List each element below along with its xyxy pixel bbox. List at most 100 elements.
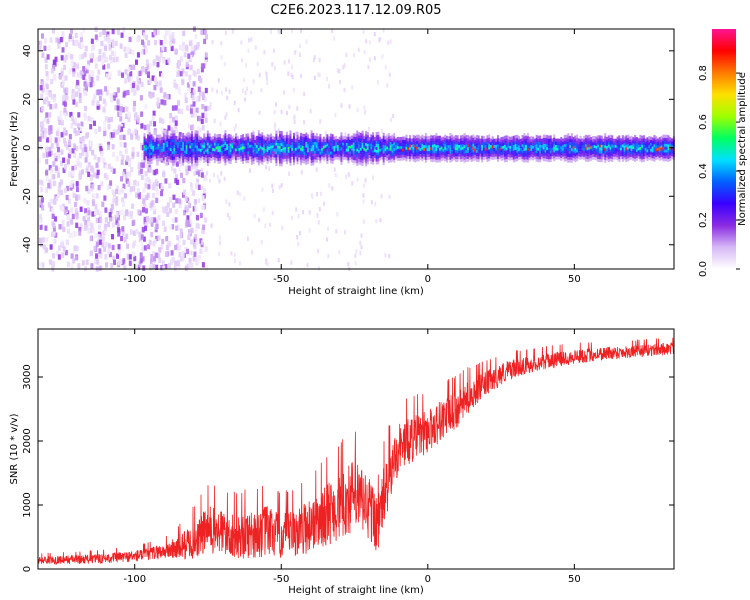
spectrogram-cell	[70, 219, 74, 225]
spectrogram-cell	[104, 101, 108, 107]
spectrogram-cell	[653, 143, 656, 148]
spectrogram-cell	[289, 159, 292, 163]
spectrogram-cell	[431, 138, 434, 142]
spectrogram-cell	[430, 135, 433, 139]
spectrogram-cell	[270, 142, 273, 146]
spectrogram-cell	[335, 150, 338, 154]
spectrogram-cell	[312, 156, 315, 160]
spectrogram-cell	[528, 148, 531, 152]
spectrogram-cell	[140, 39, 144, 45]
spectrogram-cell	[153, 77, 157, 83]
spectrogram-cell	[75, 211, 79, 217]
spectrogram-cell	[307, 157, 310, 162]
spectrogram-cell	[103, 36, 107, 42]
spectrogram-cell	[203, 144, 206, 149]
spectrogram-cell	[489, 138, 492, 142]
spectrogram-cell	[39, 213, 43, 220]
spectrogram-cell	[200, 66, 204, 73]
spectrogram-cell	[50, 94, 54, 100]
spectrogram-cell	[382, 150, 385, 154]
spectrogram-cell	[377, 134, 380, 139]
spectrogram-cell	[44, 38, 48, 44]
spectrogram-cell	[127, 116, 131, 122]
spectrogram-cell	[433, 140, 436, 145]
spectrogram-cell	[588, 146, 591, 150]
spectrogram-cell	[544, 155, 547, 159]
spectrogram-cell	[403, 148, 406, 152]
spectrogram-cell	[372, 158, 375, 162]
spectrogram-cell	[168, 158, 171, 163]
spectrogram-cell	[70, 253, 74, 259]
spectrogram-cell	[403, 142, 406, 146]
spectrogram-cell	[257, 138, 260, 143]
spectrogram-cell	[384, 144, 387, 149]
spectrogram-cell	[384, 139, 387, 143]
spectrogram-cell	[62, 167, 66, 173]
spectrogram-cell	[530, 144, 533, 149]
spectrogram-cell	[484, 141, 487, 145]
spectrogram-cell	[38, 237, 42, 244]
spectrogram-cell	[430, 152, 433, 157]
spectrogram-cell	[164, 264, 168, 270]
spectrogram-cell	[308, 141, 311, 145]
spectrogram-cell	[514, 155, 517, 159]
spectrogram-cell	[75, 186, 79, 193]
spectrogram-cell	[243, 142, 246, 147]
spectrogram-cell	[294, 147, 297, 151]
spectrogram-cell	[192, 142, 195, 146]
spectrogram-cell	[75, 195, 79, 201]
spectrogram-cell	[114, 92, 118, 98]
spectrogram-cell	[284, 140, 287, 145]
spectrogram-cell	[196, 150, 199, 155]
spectrogram-cell	[405, 137, 408, 141]
spectrogram-cell	[154, 147, 157, 151]
spectrogram-cell	[384, 156, 387, 160]
spectrogram-cell	[641, 138, 644, 143]
spectrogram-cell	[328, 142, 331, 146]
spectrogram-cell	[472, 146, 475, 150]
spectrogram-cell	[89, 124, 93, 130]
spectrogram-cell	[433, 149, 436, 153]
spectrogram-cell	[187, 143, 190, 147]
spectrogram-cell	[87, 207, 91, 213]
spectrogram-cell	[373, 148, 376, 152]
spectrogram-cell	[62, 110, 66, 116]
spectrogram-cell	[373, 151, 376, 155]
spectrogram-cell	[546, 146, 549, 151]
spectrogram-cell	[280, 157, 283, 161]
spectrogram-cell	[296, 149, 299, 153]
spectrogram-cell	[512, 141, 515, 145]
spectrogram-cell	[143, 45, 147, 51]
spectrogram-cell	[252, 157, 255, 162]
spectrogram-cell	[132, 64, 136, 70]
spectrogram-cell	[669, 137, 672, 141]
spectrogram-cell	[533, 144, 536, 148]
spectrogram-cell	[482, 147, 485, 152]
spectrogram-cell	[52, 174, 56, 180]
spectrogram-cell	[212, 172, 215, 178]
spectrogram-cell	[117, 125, 121, 131]
spectrogram-cell	[460, 138, 463, 142]
spectrogram-cell	[116, 105, 120, 111]
spectrogram-cell	[563, 149, 566, 153]
spectrogram-cell	[194, 34, 197, 39]
spectrogram-cell	[256, 135, 259, 140]
spectrogram-cell	[173, 130, 176, 134]
spectrogram-cell	[584, 143, 587, 147]
spectrogram-cell	[138, 236, 142, 243]
spectrogram-cell	[173, 168, 177, 174]
spectrogram-cell	[215, 140, 218, 144]
spectrogram-cell	[215, 149, 218, 153]
spectrogram-cell	[558, 153, 561, 157]
spectrogram-cell	[423, 138, 426, 143]
spectrogram-cell	[83, 112, 87, 118]
spectrogram-cell	[294, 141, 297, 146]
spectrogram-cell	[614, 153, 617, 157]
spectrogram-cell	[648, 147, 651, 152]
spectrogram-cell	[644, 150, 647, 154]
spectrogram-cell	[292, 161, 295, 166]
spectrogram-cell	[623, 139, 626, 143]
spectrogram-cell	[328, 156, 331, 161]
spectrogram-cell	[58, 119, 62, 126]
spectrogram-cell	[54, 137, 58, 143]
